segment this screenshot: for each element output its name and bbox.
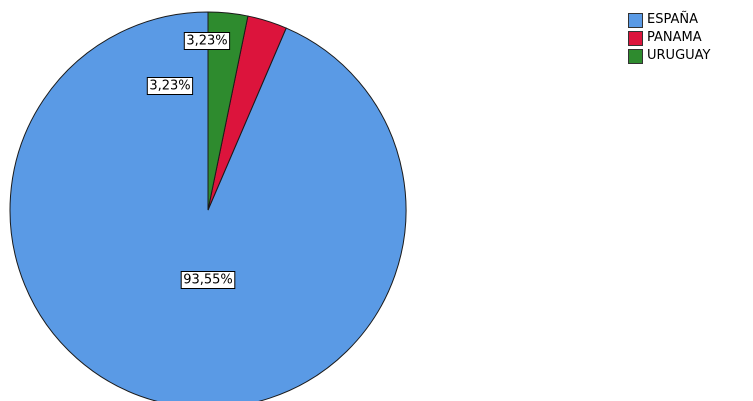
data-label-text-uruguay: 3,23%: [186, 34, 227, 49]
legend-swatch-espana: [628, 12, 643, 28]
data-label-panama: 3,23%: [146, 77, 194, 95]
legend-label-panama: PANAMA: [647, 30, 702, 45]
legend-swatch-panama: [628, 30, 643, 46]
data-label-box-panama: [146, 77, 194, 95]
pie-slice-uruguay: [207, 11, 249, 211]
legend-label-espana: ESPAÑA: [647, 12, 698, 27]
legend-item-espana: ESPAÑA: [628, 11, 710, 29]
legend-swatch-uruguay: [628, 48, 643, 64]
data-label-uruguay: 3,23%: [183, 32, 231, 50]
legend-label-uruguay: URUGUAY: [647, 48, 711, 63]
legend-item-panama: PANAMA: [628, 29, 710, 47]
pie-slice-espana: [9, 11, 407, 401]
legend-item-uruguay: URUGUAY: [628, 47, 710, 65]
chart-legend: ESPAÑA PANAMA URUGUAY: [628, 11, 710, 65]
data-label-text-espana: 93,55%: [183, 273, 233, 288]
data-label-text-panama: 3,23%: [149, 79, 190, 94]
data-label-box-espana: [180, 271, 236, 289]
data-label-box-uruguay: [183, 32, 231, 50]
data-label-espana: 93,55%: [180, 271, 236, 289]
